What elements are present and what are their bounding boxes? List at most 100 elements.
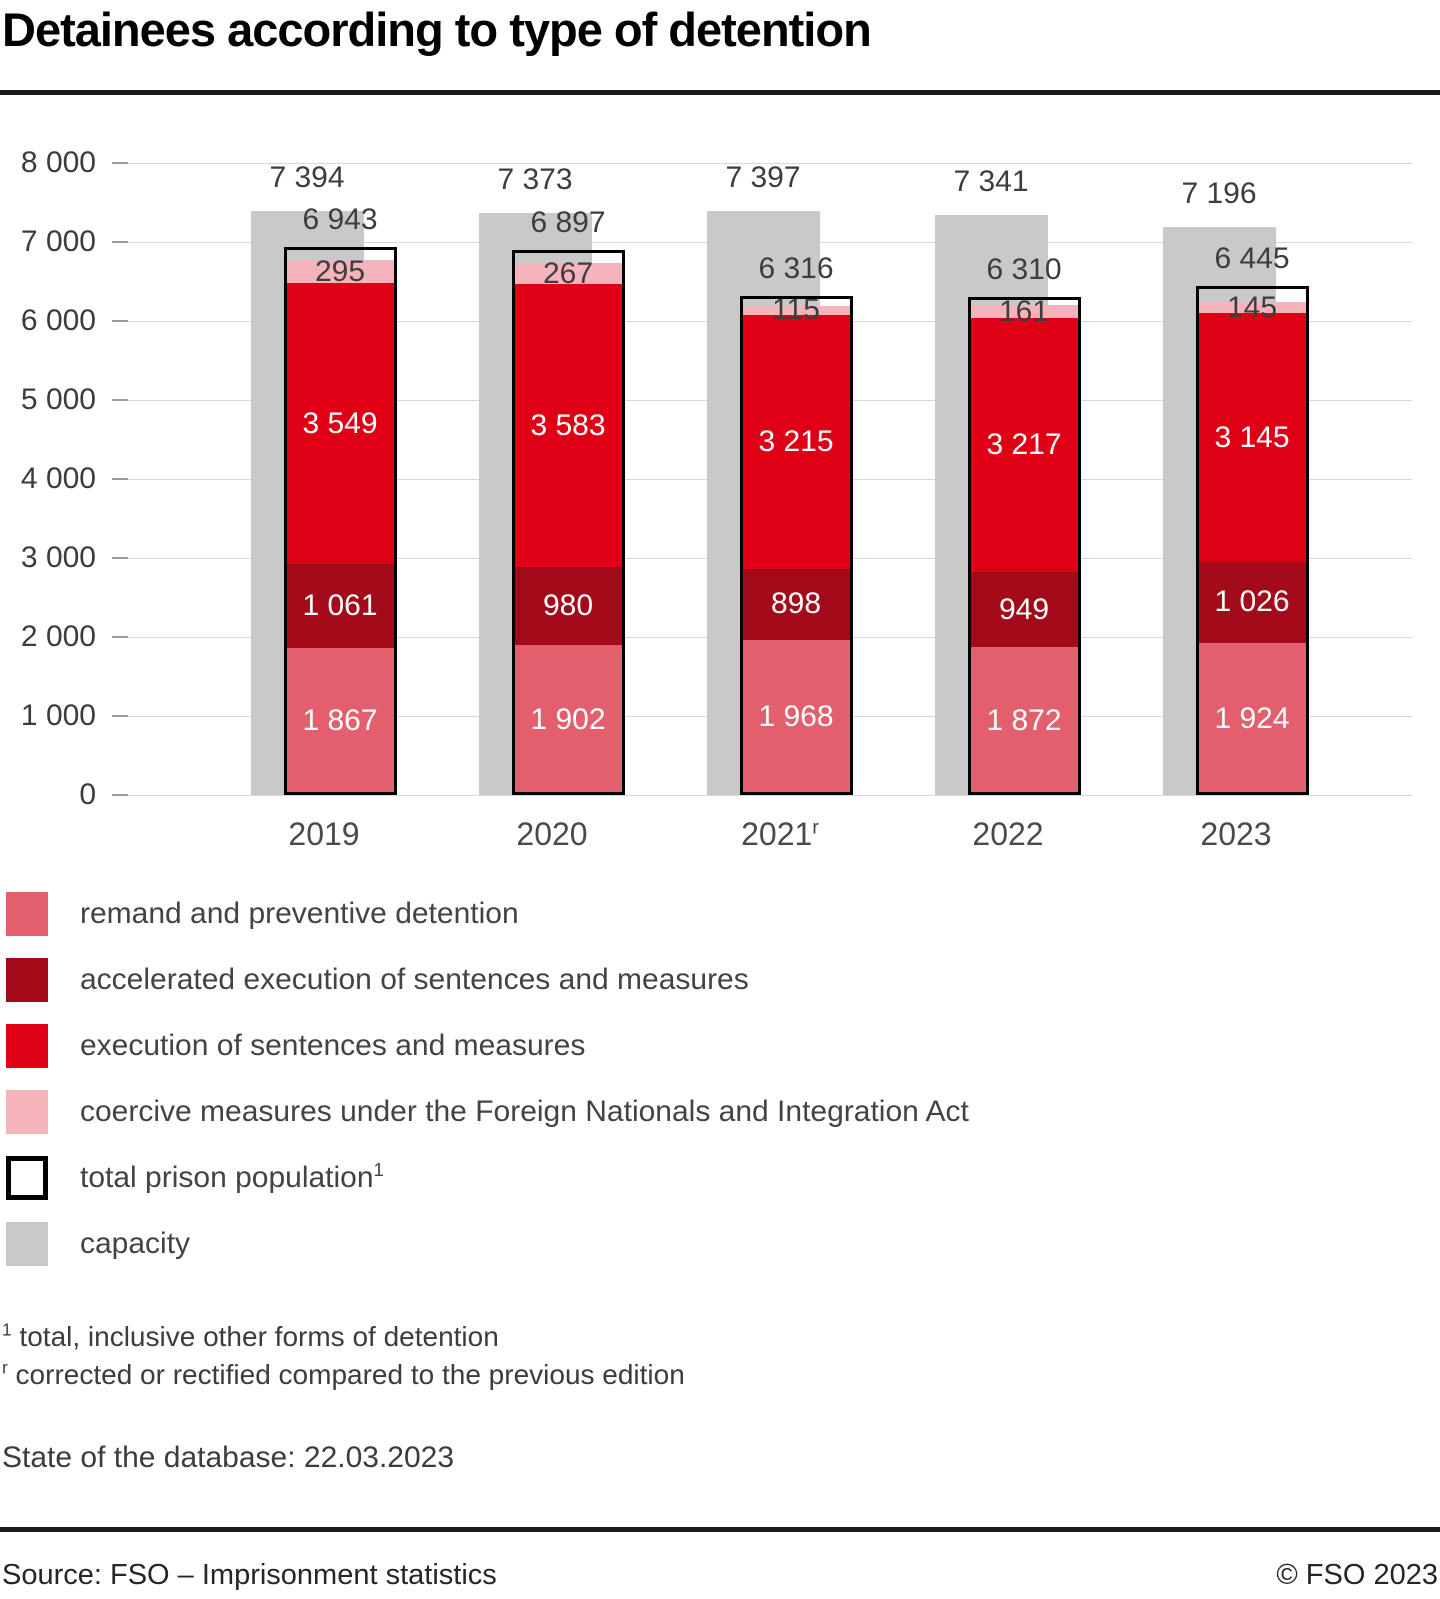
bar-segment-accelerated-execution	[742, 568, 850, 640]
y-axis-tick	[112, 478, 128, 480]
segment-value-label: 3 583	[530, 408, 606, 442]
segment-value-label: 3 217	[986, 428, 1062, 462]
y-axis-label: 5 000	[20, 383, 96, 416]
legend-label: execution of sentences and measures	[80, 1029, 586, 1062]
bar-segment-coercive-measures	[1198, 302, 1306, 314]
segment-value-label: 295	[314, 254, 366, 288]
legend-item-execution: execution of sentences and measures	[0, 1024, 1300, 1068]
bar-segment-execution	[1198, 313, 1306, 562]
footnote-r: r corrected or rectified compared to the…	[2, 1357, 685, 1390]
y-axis-label: 7 000	[20, 225, 96, 258]
legend-label: coercive measures under the Foreign Nati…	[80, 1095, 969, 1128]
y-axis-label: 0	[79, 778, 96, 811]
bar-segment-coercive-measures	[286, 260, 394, 284]
grid-line	[128, 794, 1412, 796]
total-population-bar	[511, 250, 625, 795]
x-axis-label: 2019	[288, 816, 360, 852]
segment-value-label: 898	[770, 587, 822, 621]
segment-value-label: 145	[1226, 290, 1278, 324]
bar-segment-execution	[970, 317, 1078, 573]
y-axis-tick	[112, 636, 128, 638]
segment-value-label: 1 061	[302, 588, 378, 622]
bar-segment-accelerated-execution	[514, 567, 622, 645]
y-axis-tick	[112, 557, 128, 559]
total-value-label: 6 897	[530, 206, 606, 240]
segment-value-label: 161	[998, 294, 1050, 328]
y-axis-label: 3 000	[20, 541, 96, 574]
bar-segment-remand	[514, 644, 622, 795]
y-axis-tick	[112, 399, 128, 401]
segment-value-label: 3 549	[302, 406, 378, 440]
total-population-bar	[739, 296, 853, 795]
footnote-1: 1 total, inclusive other forms of detent…	[2, 1319, 499, 1352]
total-value-label: 6 445	[1214, 241, 1290, 275]
bar-segment-remand	[742, 639, 850, 795]
source-text: Source: FSO – Imprisonment statistics	[2, 1559, 497, 1591]
x-axis-label: 2020	[516, 816, 588, 852]
legend-label: accelerated execution of sentences and m…	[80, 963, 749, 996]
grid-line	[128, 162, 1412, 164]
segment-value-label: 267	[542, 256, 594, 290]
bar-segment-execution	[514, 284, 622, 568]
y-axis-label: 4 000	[20, 462, 96, 495]
database-status: State of the database: 22.03.2023	[2, 1441, 455, 1474]
legend-swatch-accelerated-execution	[6, 958, 48, 1002]
title-divider	[0, 90, 1440, 95]
total-value-label: 6 943	[302, 202, 378, 236]
total-population-bar	[1195, 285, 1309, 795]
y-axis-tick	[112, 715, 128, 717]
legend-item-coercive-measures: coercive measures under the Foreign Nati…	[0, 1090, 1300, 1134]
capacity-value-label: 7 373	[497, 162, 573, 196]
copyright-text: © FSO 2023	[1276, 1559, 1438, 1591]
total-value-label: 6 310	[986, 252, 1062, 286]
bar-segment-execution	[286, 283, 394, 564]
segment-value-label: 949	[998, 592, 1050, 626]
segment-value-label: 1 867	[302, 704, 378, 738]
segment-value-label: 1 026	[1214, 585, 1290, 619]
legend-item-remand: remand and preventive detention	[0, 892, 1300, 936]
legend-label: total prison population1	[80, 1159, 384, 1194]
legend-swatch-capacity	[6, 1222, 48, 1266]
segment-value-label: 1 924	[1214, 702, 1290, 735]
bar-segment-coercive-measures	[970, 305, 1078, 318]
bar-segment-coercive-measures	[742, 305, 850, 315]
y-axis-tick	[112, 241, 128, 243]
page-title: Detainees according to type of detention	[2, 3, 872, 56]
capacity-value-label: 7 397	[725, 160, 801, 194]
bar-segment-remand	[286, 647, 394, 795]
bar-segment-accelerated-execution	[1198, 561, 1306, 643]
y-axis-tick	[112, 794, 128, 796]
legend-item-accelerated-execution: accelerated execution of sentences and m…	[0, 958, 1300, 1002]
legend-label: capacity	[80, 1227, 191, 1260]
y-axis-label: 2 000	[20, 620, 96, 653]
segment-value-label: 1 902	[530, 702, 606, 736]
footer-divider	[0, 1527, 1440, 1532]
x-axis-label: 2022	[972, 816, 1044, 852]
segment-value-label: 1 968	[758, 700, 834, 734]
y-axis-tick	[112, 320, 128, 322]
total-population-bar	[283, 246, 397, 795]
y-axis-label: 1 000	[20, 699, 96, 732]
legend-swatch-coercive-measures	[6, 1090, 48, 1134]
capacity-value-label: 7 196	[1181, 176, 1257, 210]
y-axis-tick	[112, 162, 128, 164]
segment-value-label: 1 872	[986, 704, 1062, 738]
legend-swatch-total-prison-population	[6, 1156, 48, 1200]
segment-value-label: 3 215	[758, 424, 834, 458]
y-axis-label: 6 000	[20, 304, 96, 337]
bar-segment-accelerated-execution	[970, 572, 1078, 648]
legend-item-capacity: capacity	[0, 1222, 1300, 1266]
x-axis-label: 2023	[1200, 816, 1272, 852]
bar-segment-execution	[742, 314, 850, 569]
capacity-value-label: 7 394	[269, 160, 345, 194]
bar-segment-remand	[970, 647, 1078, 795]
y-axis-label: 8 000	[20, 146, 96, 179]
legend-label: remand and preventive detention	[80, 897, 519, 930]
x-axis-label: 2021r	[741, 816, 819, 852]
capacity-value-label: 7 341	[953, 165, 1029, 199]
legend-swatch-remand	[6, 892, 48, 936]
total-value-label: 6 316	[758, 252, 834, 286]
bar-segment-coercive-measures	[514, 263, 622, 285]
segment-value-label: 3 145	[1214, 420, 1290, 454]
